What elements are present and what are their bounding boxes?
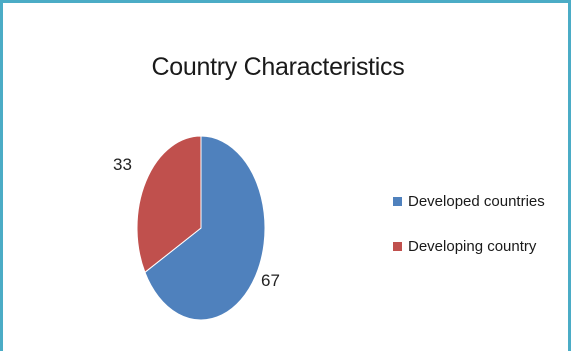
legend-swatch-developing xyxy=(393,241,402,251)
pie-slice-developed xyxy=(144,135,266,321)
legend-swatch-developed xyxy=(393,196,402,206)
data-label-developing: 33 xyxy=(113,155,132,174)
legend-label-developed: Developed countries xyxy=(408,192,545,210)
chart-title: Country Characteristics xyxy=(151,53,405,81)
pie-slice-developing xyxy=(136,135,202,274)
legend-label-developing: Developing country xyxy=(408,237,537,255)
chart-legend: Developed countries Developing country xyxy=(393,191,545,281)
legend-item-developed: Developed countries xyxy=(393,191,545,211)
legend-item-developing: Developing country xyxy=(393,236,545,256)
pie-chart xyxy=(136,135,266,321)
data-label-developed: 67 xyxy=(261,271,280,290)
